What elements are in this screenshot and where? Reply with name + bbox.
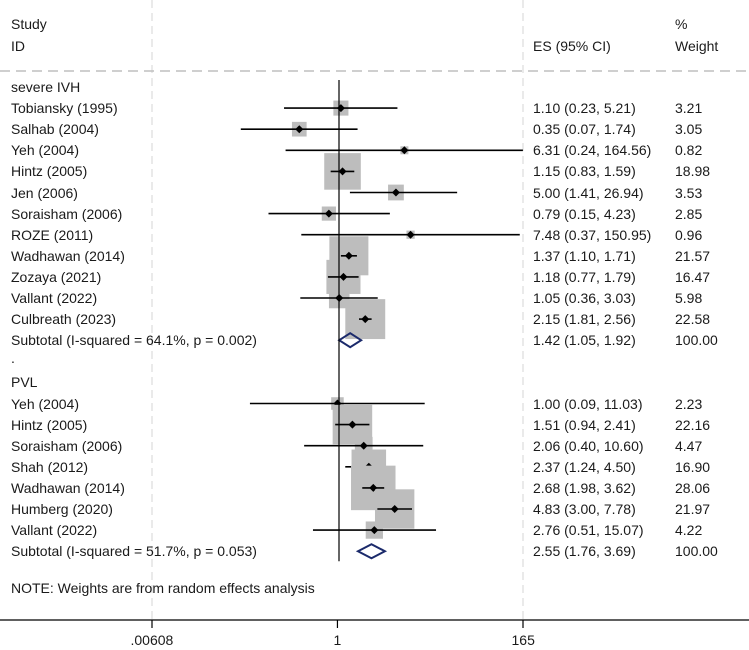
- subtotal-weight: 100.00: [675, 543, 718, 560]
- study-label: Wadhawan (2014): [11, 479, 125, 496]
- study-label: Jen (2006): [11, 184, 78, 201]
- study-es-value: 7.48 (0.37, 150.95): [533, 226, 652, 243]
- study-es-value: 2.76 (0.51, 15.07): [533, 522, 644, 539]
- study-weight: 3.21: [675, 100, 703, 117]
- header-study: Study: [11, 16, 47, 32]
- footnote: NOTE: Weights are from random effects an…: [11, 580, 315, 596]
- study-weight: 4.22: [675, 522, 703, 539]
- point-estimate: [339, 272, 348, 281]
- study-weight: 3.53: [675, 184, 703, 201]
- study-es-value: 1.05 (0.36, 3.03): [533, 290, 636, 306]
- point-estimate: [359, 441, 368, 450]
- study-label: Culbreath (2023): [11, 311, 117, 328]
- study-label: Soraisham (2006): [11, 205, 123, 222]
- point-estimate: [391, 188, 400, 197]
- header-percent: %: [675, 16, 688, 32]
- point-estimate: [344, 251, 353, 260]
- study-es-value: 1.15 (0.83, 1.59): [533, 163, 636, 180]
- subtotal-label: Subtotal (I-squared = 51.7%, p = 0.053): [11, 543, 257, 560]
- study-es-value: 0.35 (0.07, 1.74): [533, 121, 636, 138]
- study-label: ROZE (2011): [11, 226, 94, 243]
- study-label: Salhab (2004): [11, 121, 99, 138]
- study-es-value: 1.10 (0.23, 5.21): [533, 100, 636, 117]
- x-tick-label: 1: [333, 632, 342, 648]
- point-estimate: [370, 526, 379, 535]
- study-es-value: 1.37 (1.10, 1.71): [533, 247, 636, 264]
- study-weight: 5.98: [675, 290, 703, 306]
- point-estimate: [348, 420, 357, 429]
- subtotal-diamond: [337, 332, 364, 349]
- study-es-value: 1.18 (0.77, 1.79): [533, 268, 636, 285]
- study-es-value: 0.79 (0.15, 4.23): [533, 205, 636, 222]
- point-estimate: [324, 209, 333, 218]
- study-label: Tobiansky (1995): [11, 100, 118, 117]
- subtotal-weight: 100.00: [675, 332, 718, 349]
- study-es-value: 2.68 (1.98, 3.62): [533, 479, 636, 496]
- group-separator-dot: .: [11, 350, 15, 367]
- group-heading: severe IVH: [11, 79, 81, 95]
- study-es-value: 1.51 (0.94, 2.41): [533, 416, 636, 433]
- study-label: Wadhawan (2014): [11, 247, 125, 264]
- study-label: Zozaya (2021): [11, 268, 102, 285]
- x-tick-label: .00608: [130, 632, 174, 648]
- study-es-value: 5.00 (1.41, 26.94): [533, 184, 644, 201]
- point-estimate: [390, 505, 399, 513]
- study-es-value: 2.15 (1.81, 2.56): [533, 311, 636, 328]
- point-estimate: [361, 315, 370, 324]
- x-tick-label: 165: [511, 632, 535, 648]
- study-weight: 28.06: [675, 479, 711, 496]
- study-weight: 0.82: [675, 142, 703, 159]
- study-weight: 2.85: [675, 205, 703, 222]
- subtotal-diamond: [355, 543, 388, 560]
- study-es-value: 2.06 (0.40, 10.60): [533, 437, 644, 454]
- study-weight: 21.57: [675, 247, 711, 264]
- group-heading: PVL: [11, 374, 38, 391]
- header-id: ID: [11, 38, 25, 54]
- study-weight: 22.16: [675, 416, 711, 433]
- study-es-value: 6.31 (0.24, 164.56): [533, 142, 652, 159]
- study-weight: 22.58: [675, 311, 711, 328]
- study-label: Soraisham (2006): [11, 437, 123, 454]
- study-weight: 3.05: [675, 121, 703, 138]
- study-weight: 16.90: [675, 458, 711, 475]
- study-label: Yeh (2004): [11, 142, 79, 159]
- study-weight: 16.47: [675, 268, 711, 285]
- study-label: Hintz (2005): [11, 416, 88, 433]
- study-label: Humberg (2020): [11, 501, 113, 517]
- study-es-value: 1.00 (0.09, 11.03): [533, 395, 643, 412]
- study-label: Yeh (2004): [11, 395, 79, 412]
- study-weight: 4.47: [675, 437, 703, 454]
- study-weight: 21.97: [675, 501, 711, 517]
- point-estimate: [295, 125, 304, 134]
- study-label: Vallant (2022): [11, 290, 98, 306]
- study-label: Shah (2012): [11, 458, 89, 475]
- study-es-value: 4.83 (3.00, 7.78): [533, 501, 636, 517]
- study-label: Hintz (2005): [11, 163, 88, 180]
- header-es: ES (95% CI): [533, 38, 611, 54]
- header-weight: Weight: [675, 38, 719, 54]
- point-estimate: [400, 146, 409, 155]
- study-weight: 0.96: [675, 226, 703, 243]
- study-weight: 18.98: [675, 163, 711, 180]
- subtotal-label: Subtotal (I-squared = 64.1%, p = 0.002): [11, 332, 257, 349]
- point-estimate: [338, 167, 347, 176]
- study-weight: 2.23: [675, 395, 703, 412]
- point-estimate: [406, 230, 415, 239]
- study-label: Vallant (2022): [11, 522, 98, 539]
- study-es-value: 2.37 (1.24, 4.50): [533, 458, 636, 475]
- subtotal-es-value: 2.55 (1.76, 3.69): [533, 543, 636, 560]
- subtotal-es-value: 1.42 (1.05, 1.92): [533, 332, 636, 349]
